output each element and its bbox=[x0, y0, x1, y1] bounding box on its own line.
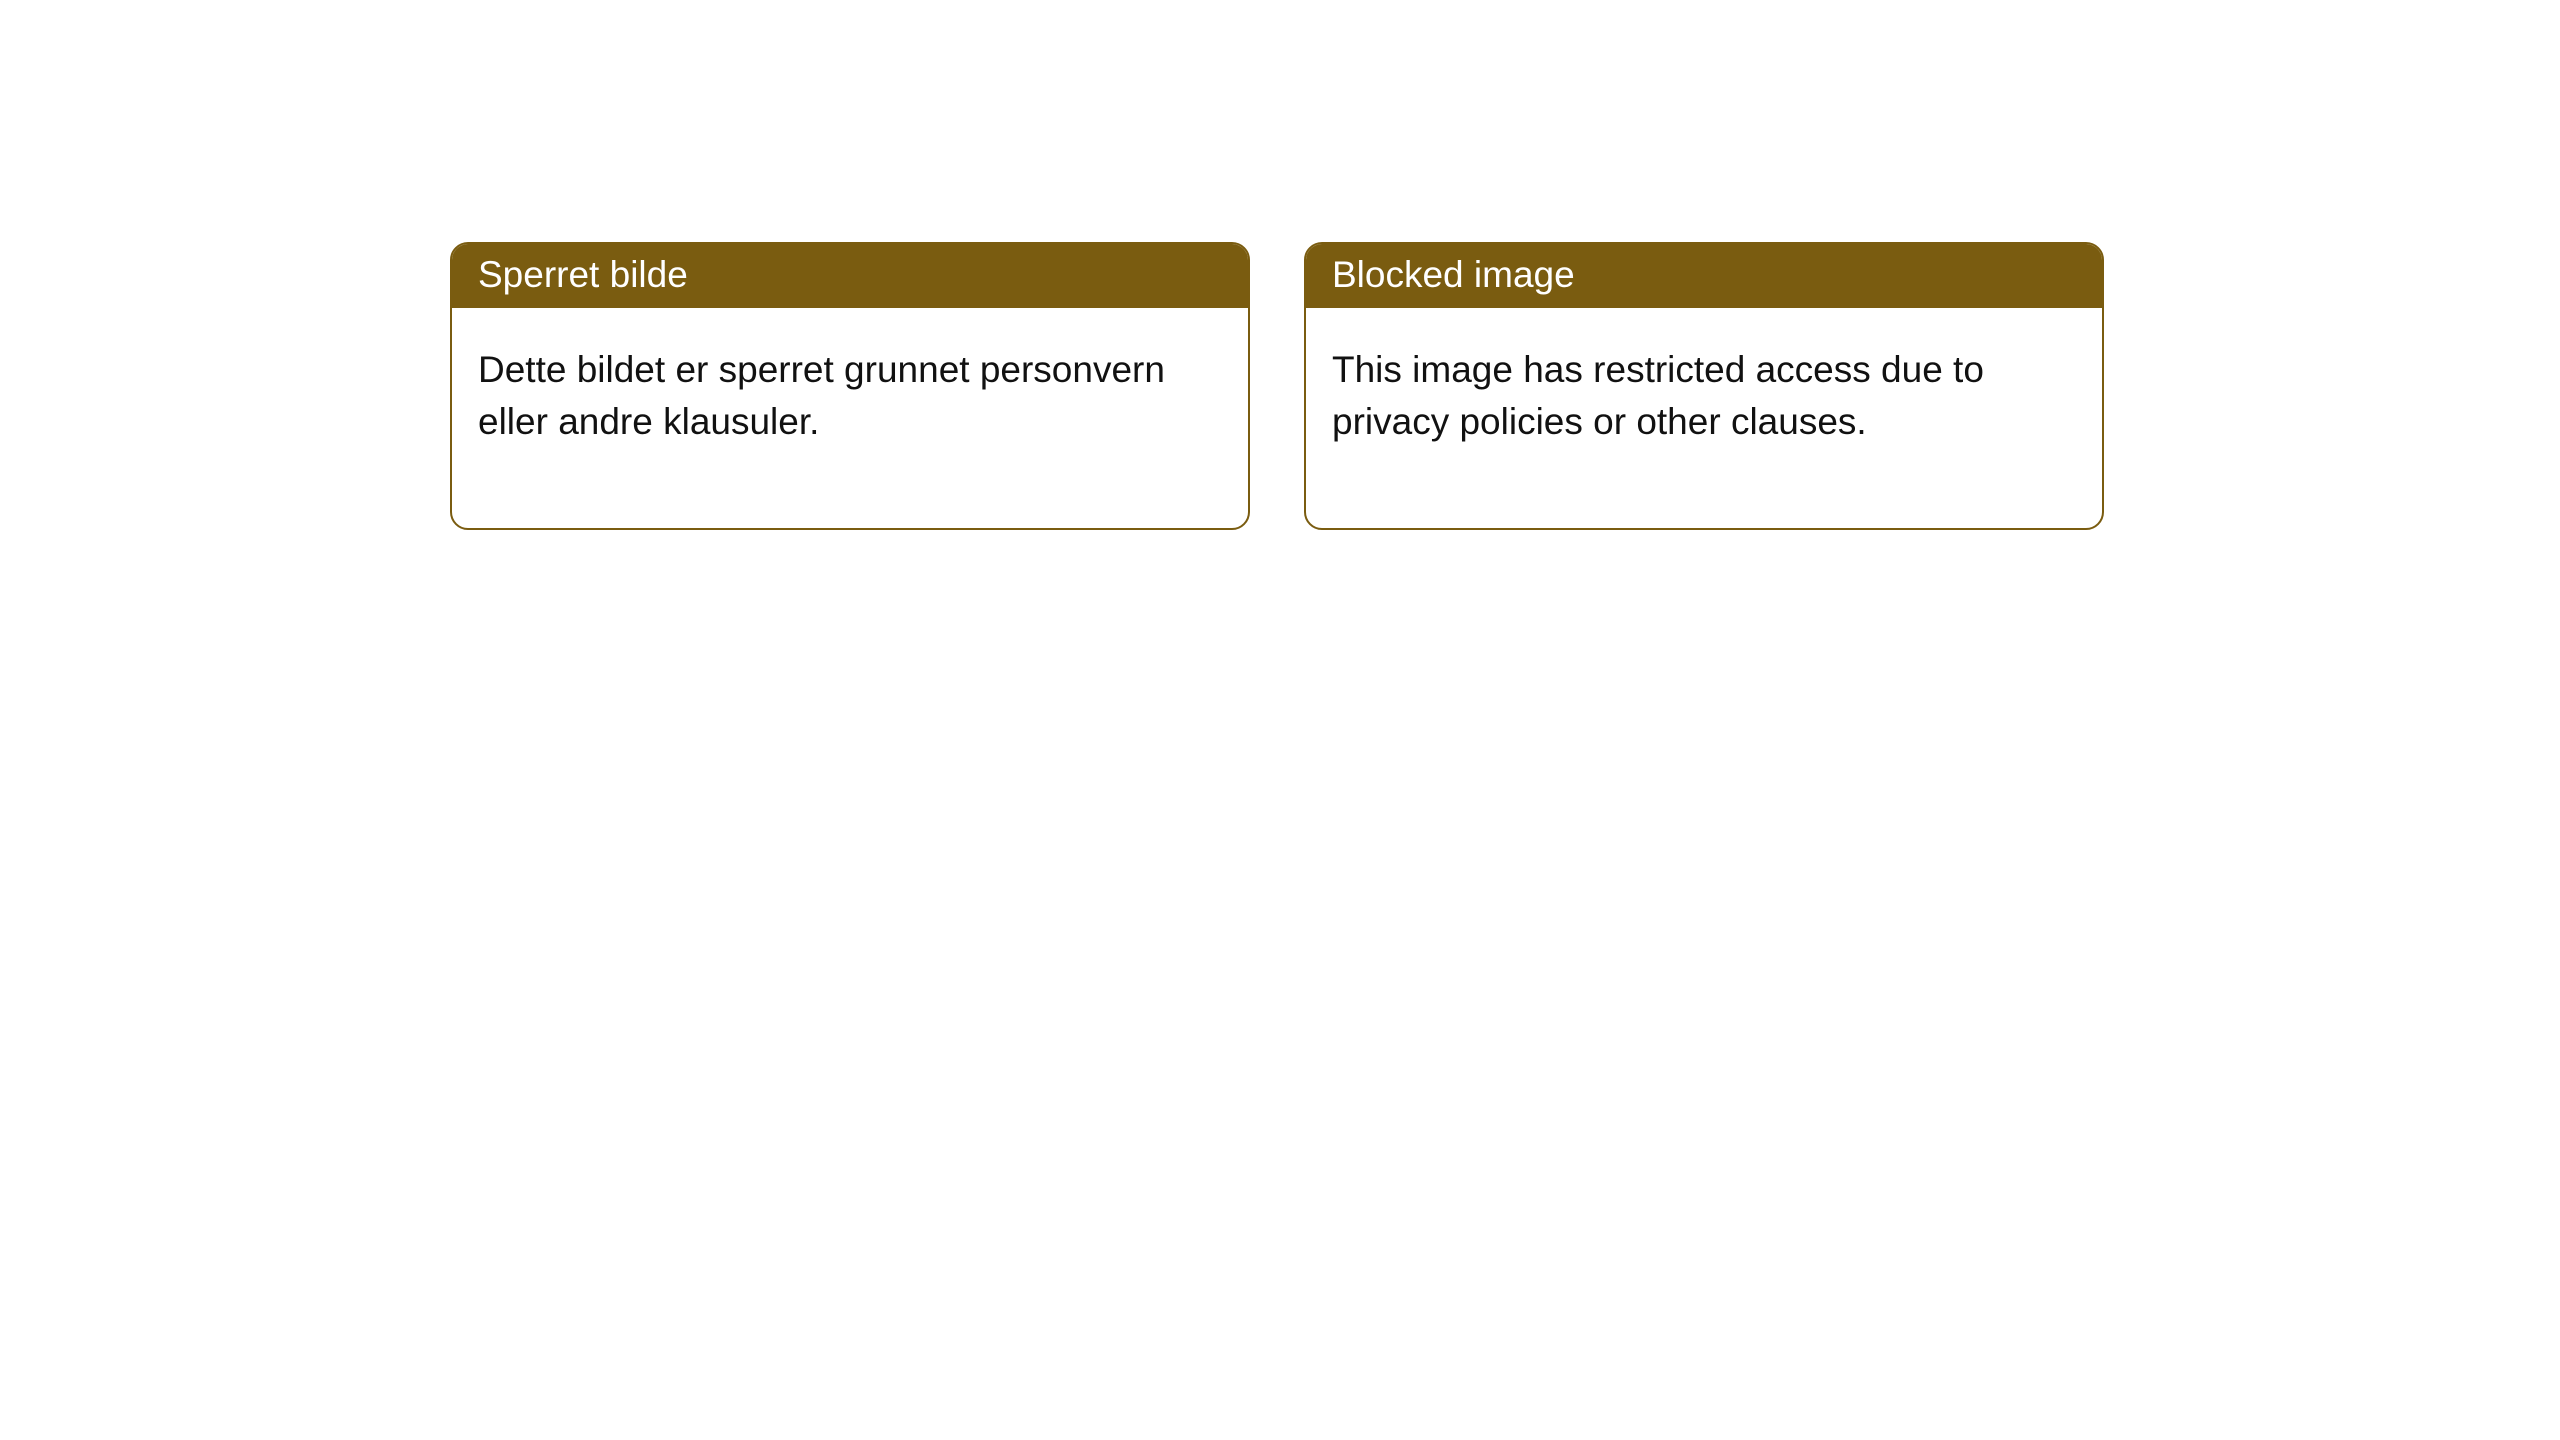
notice-body-norwegian: Dette bildet er sperret grunnet personve… bbox=[452, 308, 1248, 528]
blocked-image-notices: Sperret bilde Dette bildet er sperret gr… bbox=[450, 242, 2560, 530]
notice-card-norwegian: Sperret bilde Dette bildet er sperret gr… bbox=[450, 242, 1250, 530]
notice-title-english: Blocked image bbox=[1306, 244, 2102, 308]
notice-body-english: This image has restricted access due to … bbox=[1306, 308, 2102, 528]
notice-card-english: Blocked image This image has restricted … bbox=[1304, 242, 2104, 530]
notice-title-norwegian: Sperret bilde bbox=[452, 244, 1248, 308]
